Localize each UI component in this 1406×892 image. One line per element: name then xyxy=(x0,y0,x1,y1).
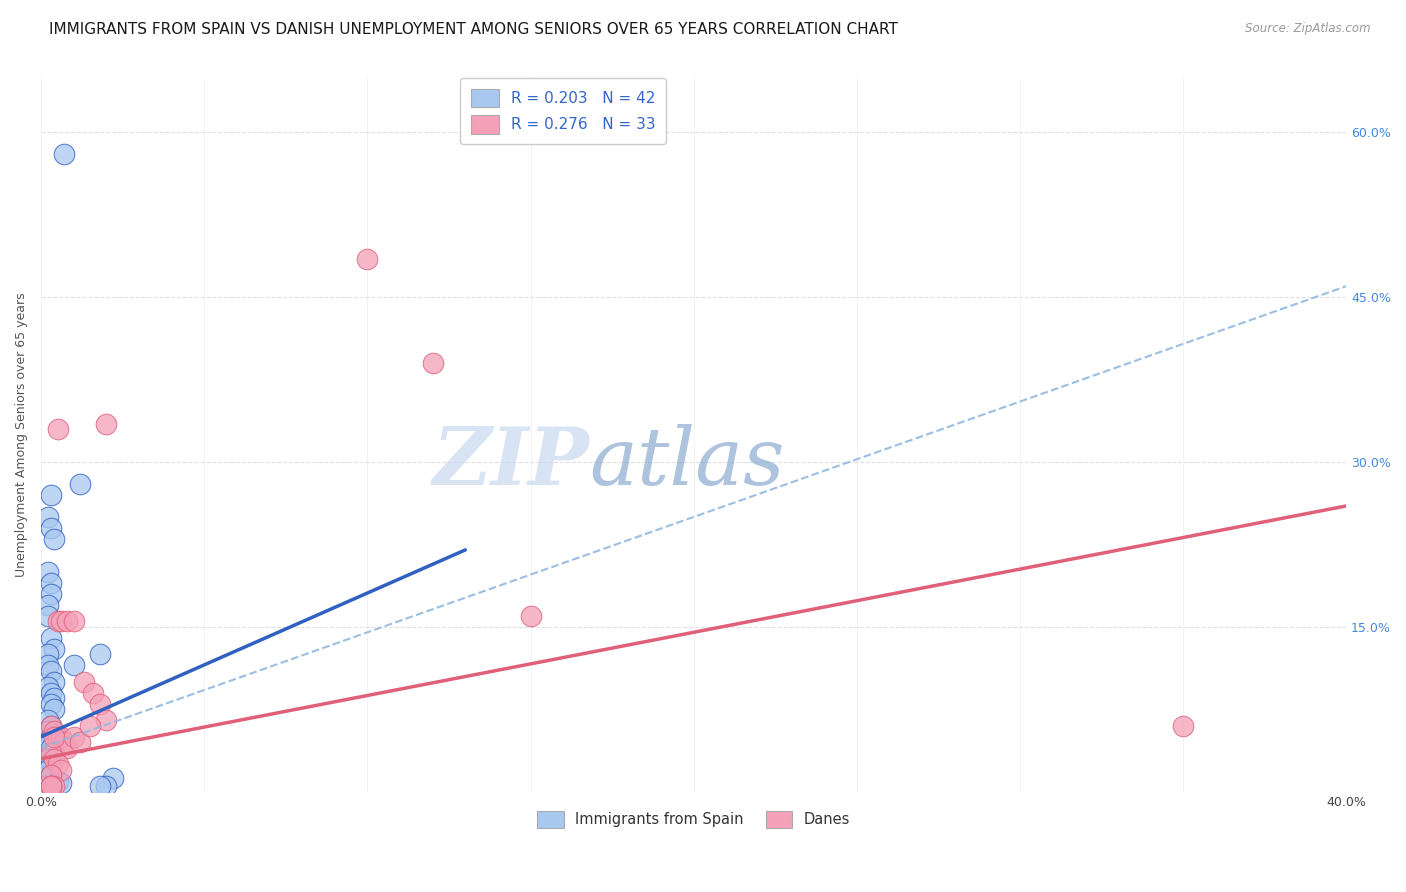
Point xyxy=(39,768,62,782)
Point xyxy=(44,691,66,706)
Point xyxy=(39,730,62,744)
Point xyxy=(101,772,124,786)
Point xyxy=(56,615,79,629)
Point xyxy=(39,686,62,700)
Point xyxy=(37,713,59,727)
Point xyxy=(519,608,541,623)
Point xyxy=(34,779,56,793)
Point xyxy=(49,776,72,790)
Text: IMMIGRANTS FROM SPAIN VS DANISH UNEMPLOYMENT AMONG SENIORS OVER 65 YEARS CORRELA: IMMIGRANTS FROM SPAIN VS DANISH UNEMPLOY… xyxy=(49,22,898,37)
Point xyxy=(79,719,101,733)
Point xyxy=(39,740,62,755)
Point xyxy=(1171,719,1194,733)
Point xyxy=(44,752,66,766)
Point xyxy=(56,740,79,755)
Point xyxy=(53,147,76,161)
Point xyxy=(39,768,62,782)
Point xyxy=(39,631,62,645)
Point xyxy=(37,658,59,673)
Y-axis label: Unemployment Among Seniors over 65 years: Unemployment Among Seniors over 65 years xyxy=(15,293,28,577)
Point xyxy=(39,719,62,733)
Point xyxy=(37,647,59,661)
Point xyxy=(44,724,66,739)
Point xyxy=(96,779,118,793)
Point xyxy=(37,608,59,623)
Point xyxy=(39,587,62,601)
Point xyxy=(37,752,59,766)
Point xyxy=(63,730,86,744)
Point xyxy=(46,422,69,436)
Point xyxy=(39,779,62,793)
Point xyxy=(39,488,62,502)
Text: ZIP: ZIP xyxy=(433,425,589,502)
Point xyxy=(39,697,62,711)
Point xyxy=(89,779,111,793)
Point xyxy=(49,763,72,777)
Text: Source: ZipAtlas.com: Source: ZipAtlas.com xyxy=(1246,22,1371,36)
Point xyxy=(53,735,76,749)
Point xyxy=(39,779,62,793)
Point xyxy=(96,417,118,431)
Point xyxy=(69,735,91,749)
Point xyxy=(96,713,118,727)
Point xyxy=(46,773,69,788)
Point xyxy=(44,730,66,744)
Point xyxy=(49,730,72,744)
Point xyxy=(356,252,378,266)
Point xyxy=(69,477,91,491)
Point xyxy=(39,575,62,590)
Point xyxy=(44,532,66,546)
Point xyxy=(49,615,72,629)
Point xyxy=(37,680,59,694)
Point xyxy=(37,565,59,579)
Point xyxy=(46,730,69,744)
Point xyxy=(72,674,94,689)
Point xyxy=(63,615,86,629)
Point xyxy=(39,664,62,678)
Point xyxy=(63,658,86,673)
Point xyxy=(39,746,62,760)
Point xyxy=(46,757,69,772)
Point xyxy=(39,757,62,772)
Point xyxy=(39,521,62,535)
Point xyxy=(37,510,59,524)
Legend: Immigrants from Spain, Danes: Immigrants from Spain, Danes xyxy=(531,805,856,834)
Point xyxy=(37,724,59,739)
Point xyxy=(39,779,62,793)
Point xyxy=(44,746,66,760)
Point xyxy=(44,674,66,689)
Point xyxy=(44,641,66,656)
Point xyxy=(37,598,59,612)
Point xyxy=(44,702,66,716)
Point xyxy=(82,686,104,700)
Point xyxy=(39,719,62,733)
Point xyxy=(89,647,111,661)
Point xyxy=(422,356,444,370)
Point xyxy=(37,763,59,777)
Text: atlas: atlas xyxy=(589,425,785,502)
Point xyxy=(46,615,69,629)
Point xyxy=(89,697,111,711)
Point xyxy=(37,735,59,749)
Point xyxy=(39,779,62,793)
Point xyxy=(44,779,66,793)
